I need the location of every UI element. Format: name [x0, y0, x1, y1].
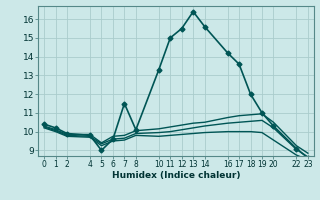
X-axis label: Humidex (Indice chaleur): Humidex (Indice chaleur)	[112, 171, 240, 180]
